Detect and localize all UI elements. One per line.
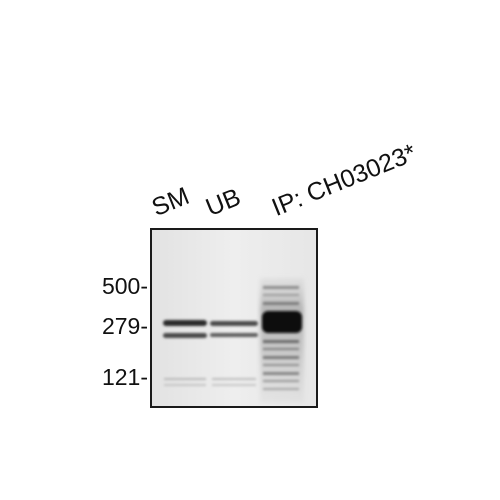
mw-marker-500: 500- [101, 273, 148, 299]
mw-marker-121: 121- [101, 364, 148, 390]
blot-image [150, 228, 318, 408]
lane-label-ub: UB [201, 182, 245, 222]
lane-ip [260, 278, 304, 403]
blot-border [150, 228, 318, 408]
lane-sm [163, 320, 207, 386]
lane-ub [210, 321, 258, 386]
lane-label-ip: IP: CH03023* [267, 138, 421, 222]
mw-marker-279: 279- [101, 313, 148, 339]
lane-label-sm: SM [147, 181, 194, 222]
